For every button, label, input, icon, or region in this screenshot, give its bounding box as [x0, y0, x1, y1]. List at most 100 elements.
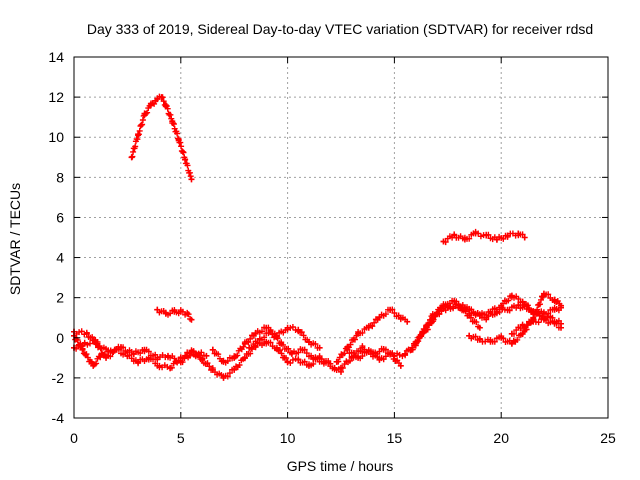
data-point	[483, 232, 490, 239]
data-point	[295, 326, 302, 333]
data-point	[263, 324, 270, 331]
data-point	[387, 306, 394, 313]
x-tick-label: 5	[177, 430, 185, 446]
data-point	[476, 312, 483, 319]
data-point	[493, 236, 500, 243]
data-point	[359, 344, 366, 351]
series-dip-afternoon-b	[209, 324, 323, 366]
data-point	[288, 350, 295, 357]
data-point	[540, 316, 547, 323]
data-point	[154, 354, 161, 361]
series-night-d	[508, 315, 565, 337]
data-point	[515, 302, 522, 309]
axis-ticks: 0 5 10 15 20 25 -4 -2 0 2 4 6 8 10 12 14	[48, 49, 616, 446]
data-point	[380, 346, 387, 353]
y-tick-label: 6	[56, 209, 64, 225]
data-point	[284, 358, 291, 365]
data-point	[451, 298, 458, 305]
y-tick-label: 14	[48, 49, 64, 65]
data-point	[79, 346, 86, 353]
data-point	[455, 304, 462, 311]
data-point	[162, 310, 169, 317]
y-axis-label: SDTVAR / TECUs	[7, 183, 23, 295]
data-point	[220, 374, 227, 381]
data-point	[147, 102, 154, 109]
data-point	[273, 344, 280, 351]
data-point	[231, 366, 238, 373]
data-point	[551, 320, 558, 327]
data-point	[199, 356, 206, 363]
data-point	[508, 340, 515, 347]
x-axis-label: GPS time / hours	[287, 458, 394, 474]
chart-title: Day 333 of 2019, Sidereal Day-to-day VTE…	[87, 21, 593, 37]
data-point	[376, 314, 383, 321]
series-arc-mid-morning	[154, 306, 195, 323]
data-point	[519, 322, 526, 329]
data-point	[145, 354, 152, 361]
data-point	[278, 340, 285, 347]
x-tick-label: 20	[493, 430, 509, 446]
data-point	[344, 346, 351, 353]
data-point	[423, 326, 430, 333]
y-tick-label: 8	[56, 169, 64, 185]
data-point	[241, 354, 248, 361]
data-point	[113, 346, 120, 353]
data-point	[461, 236, 468, 243]
data-point	[365, 324, 372, 331]
data-point	[175, 136, 182, 143]
data-point	[498, 302, 505, 309]
series-dip-afternoon-a	[190, 338, 334, 381]
data-point	[92, 338, 99, 345]
data-point	[130, 350, 137, 357]
data-point	[256, 336, 263, 343]
data-point	[355, 354, 362, 361]
data-point	[154, 306, 161, 313]
data-point	[498, 334, 505, 341]
data-point	[476, 324, 483, 331]
data-point	[98, 350, 105, 357]
x-tick-label: 0	[70, 430, 78, 446]
data-point	[519, 330, 526, 337]
data-point	[263, 338, 270, 345]
series-late-day-a	[333, 306, 411, 365]
data-point	[135, 132, 142, 139]
data-point	[558, 324, 565, 331]
plot-frame	[73, 56, 609, 419]
data-point	[536, 312, 543, 319]
data-point	[128, 154, 135, 161]
data-point	[444, 302, 451, 309]
data-point	[295, 356, 302, 363]
data-point	[320, 358, 327, 365]
data-point	[171, 308, 178, 315]
data-point	[156, 362, 163, 369]
data-point	[154, 96, 161, 103]
data-point	[81, 340, 88, 347]
data-point	[299, 346, 306, 353]
data-point	[188, 176, 195, 183]
plot-area	[71, 93, 565, 381]
data-point	[184, 310, 191, 317]
data-point	[451, 232, 458, 239]
data-point	[252, 330, 259, 337]
data-point	[164, 352, 171, 359]
data-point	[310, 354, 317, 361]
data-point	[397, 314, 404, 321]
data-point	[182, 156, 189, 163]
data-point	[103, 354, 110, 361]
data-point	[519, 298, 526, 305]
data-point	[267, 328, 274, 335]
data-point	[558, 302, 565, 309]
data-point	[220, 358, 227, 365]
data-point	[521, 234, 528, 241]
y-tick-label: 12	[48, 89, 64, 105]
data-point	[241, 340, 248, 347]
data-point	[135, 358, 142, 365]
data-point	[472, 230, 479, 237]
data-point	[305, 338, 312, 345]
series-night-b	[423, 292, 565, 333]
data-point	[551, 296, 558, 303]
y-tick-label: 2	[56, 290, 64, 306]
y-tick-label: -4	[52, 410, 65, 426]
